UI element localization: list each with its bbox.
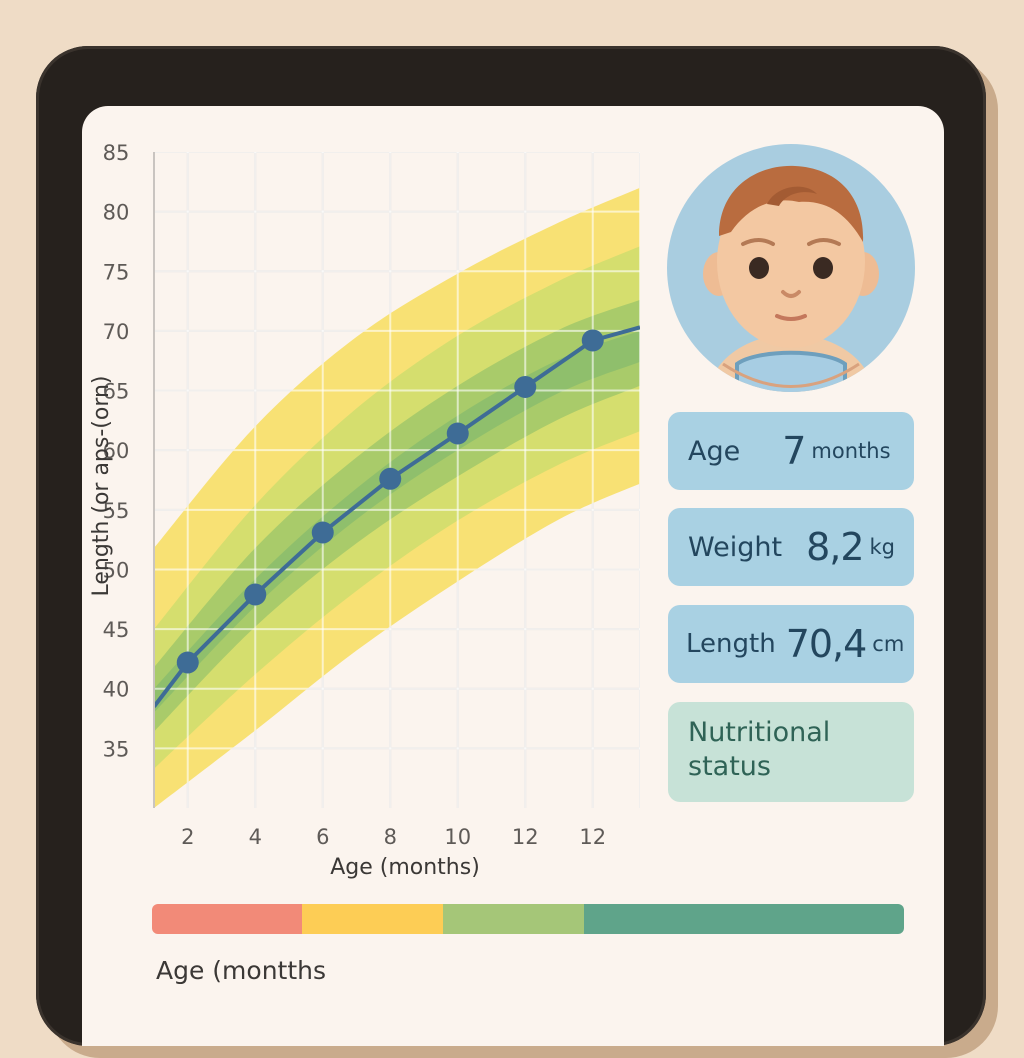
length-card: Length 70,4 cm xyxy=(668,605,914,683)
scale-label: Age (montths xyxy=(156,956,327,985)
y-tick-label: 60 xyxy=(103,439,130,463)
y-tick-label: 65 xyxy=(103,380,130,404)
y-tick-label: 75 xyxy=(103,260,130,284)
y-tick-label: 85 xyxy=(103,141,130,165)
x-tick-label: 10 xyxy=(444,825,471,849)
growth-chart: 85 80 75 70 65 60 55 50 45 40 35 2 4 6 8 10 12 12 Age (mon… xyxy=(89,141,640,880)
y-tick-label: 35 xyxy=(103,737,130,761)
data-point-7 xyxy=(581,329,604,352)
data-point-5 xyxy=(446,422,469,445)
status-segment-teal xyxy=(584,904,904,934)
length-unit: cm xyxy=(872,632,905,656)
length-label: Length xyxy=(686,629,776,659)
x-tick-label: 4 xyxy=(249,825,262,849)
status-segment-yellow xyxy=(302,904,444,934)
y-tick-label: 50 xyxy=(103,558,130,582)
nutritional-status-label: Nutritional status xyxy=(688,717,831,782)
x-tick-label: 12 xyxy=(512,825,539,849)
app-screen: 85 80 75 70 65 60 55 50 45 40 35 2 4 6 8 10 12 12 Age (mon… xyxy=(82,106,944,1046)
band-3 xyxy=(154,330,640,713)
y-tick-label: 70 xyxy=(103,320,130,344)
status-segment-red xyxy=(152,904,303,934)
status-segment-light-green xyxy=(443,904,585,934)
weight-value: 8,2 xyxy=(806,525,864,569)
weight-unit: kg xyxy=(869,535,896,559)
y-tick-label: 40 xyxy=(103,678,130,702)
x-axis-title: Age (months) xyxy=(330,855,480,880)
data-point-2 xyxy=(244,583,267,606)
weight-card: Weight 8,2 kg xyxy=(668,508,914,586)
plot-area xyxy=(154,152,640,808)
baby-face-icon xyxy=(703,165,879,392)
data-point-1 xyxy=(176,651,199,674)
x-tick-label: 2 xyxy=(181,825,194,849)
age-value: 7 xyxy=(782,429,806,473)
weight-label: Weight xyxy=(688,531,783,563)
age-label: Age xyxy=(688,435,741,467)
baby-avatar xyxy=(667,144,915,392)
grid xyxy=(154,152,640,808)
length-value: 70,4 xyxy=(785,622,868,666)
age-unit: months xyxy=(811,439,891,463)
nutritional-status-scale xyxy=(152,904,904,934)
x-tick-label: 8 xyxy=(384,825,397,849)
nutritional-status-card[interactable]: Nutritional status xyxy=(668,702,914,802)
x-tick-label: 12 xyxy=(579,825,606,849)
data-point-3 xyxy=(311,521,334,544)
x-tick-label: 6 xyxy=(316,825,329,849)
y-tick-label: 45 xyxy=(103,618,130,642)
data-point-6 xyxy=(514,375,537,398)
age-card: Age 7 months xyxy=(668,412,914,490)
y-tick-label: 55 xyxy=(103,499,130,523)
y-axis-title: Length (or aps-(orn) xyxy=(89,375,114,596)
y-tick-label: 80 xyxy=(103,201,130,225)
data-point-4 xyxy=(379,467,402,490)
